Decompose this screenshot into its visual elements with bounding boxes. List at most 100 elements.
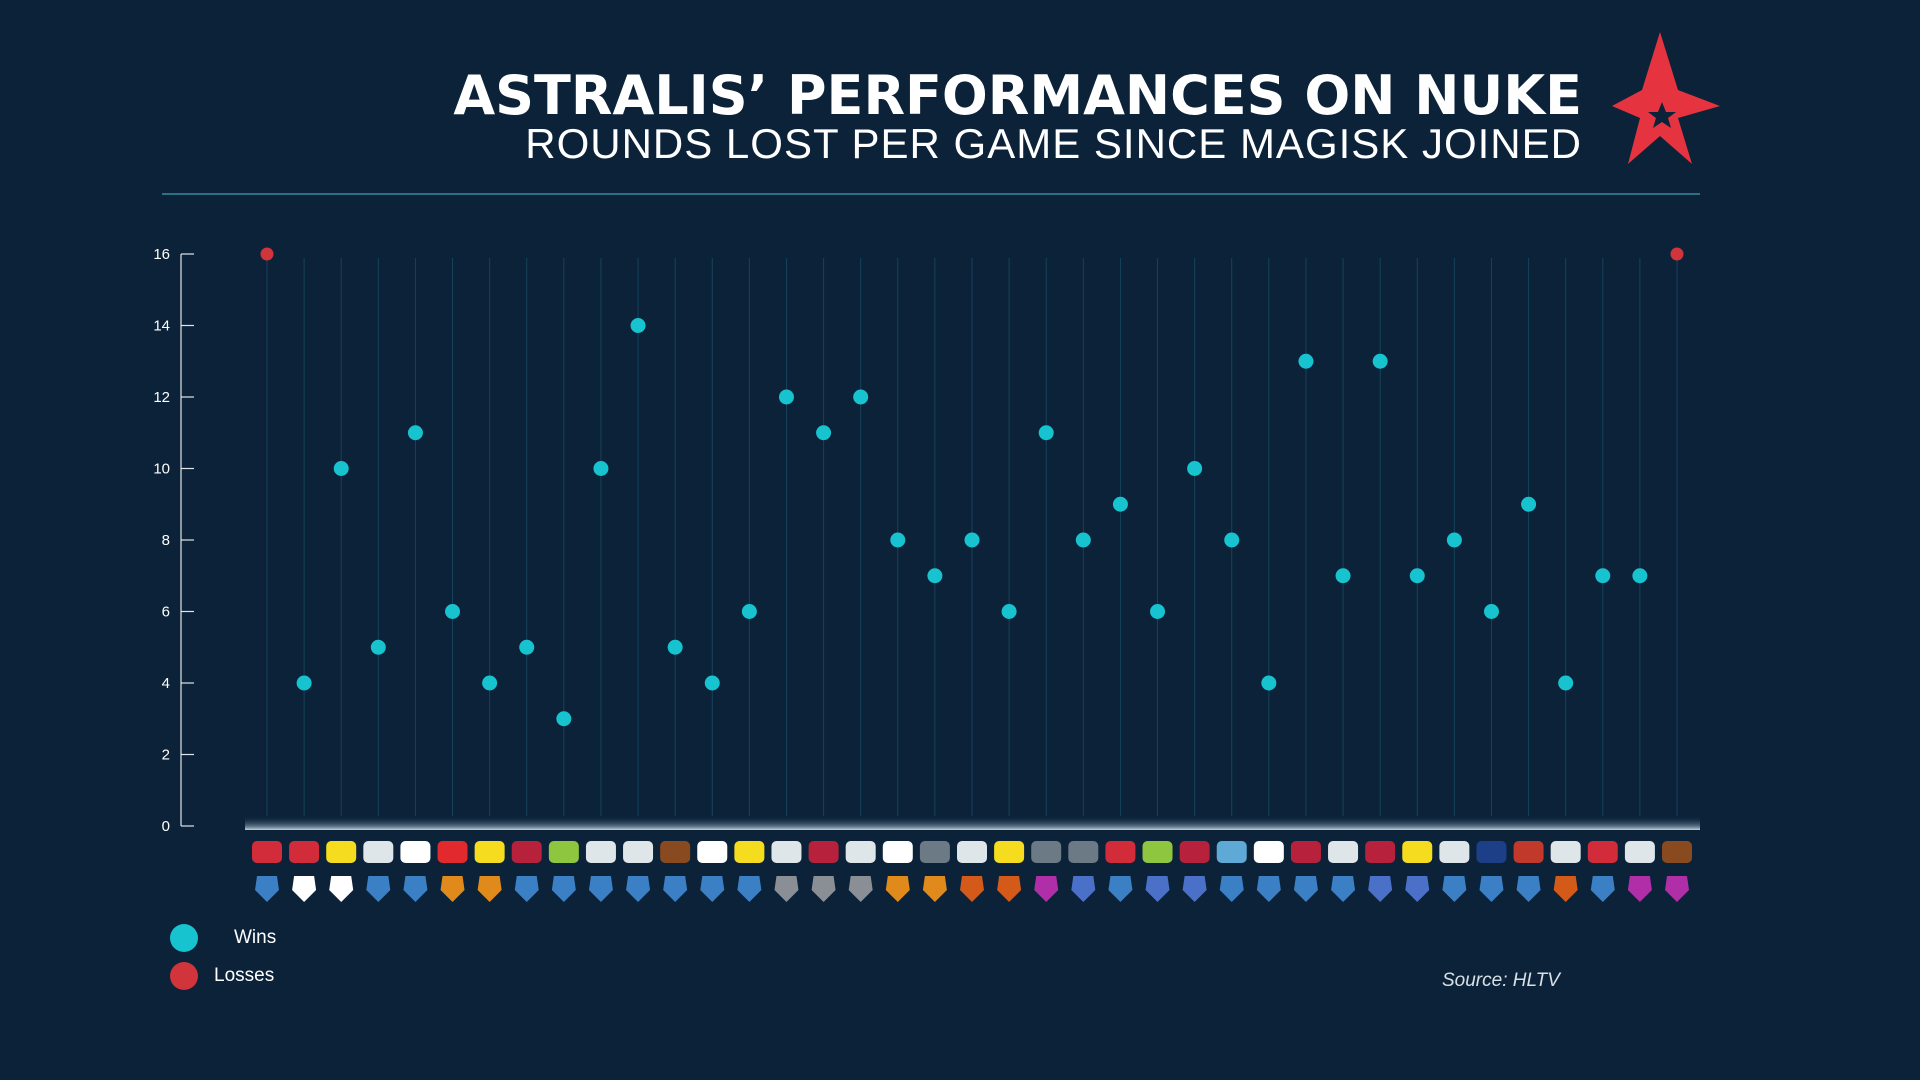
opponent-logo-icon xyxy=(697,841,728,863)
win-point xyxy=(296,675,312,691)
opponent-logo-icon xyxy=(1439,841,1470,863)
event-logo-icon xyxy=(366,876,391,902)
event-logo-icon xyxy=(1108,876,1133,902)
event-logo-icon xyxy=(774,876,799,902)
opponent-logo-icon xyxy=(1179,841,1210,863)
event-logo-icon xyxy=(1368,876,1393,902)
win-point xyxy=(1224,532,1240,548)
legend-wins-marker xyxy=(170,924,198,952)
opponent-logo-icon xyxy=(919,841,950,863)
opponent-logo-icon xyxy=(1662,841,1692,863)
event-logo-icon xyxy=(960,876,984,902)
event-logo-icon xyxy=(1256,876,1281,902)
win-point xyxy=(1483,604,1499,619)
event-logo-icon xyxy=(700,876,725,902)
event-logo-icon xyxy=(477,876,502,902)
source-note: Source: HLTV xyxy=(1442,970,1560,991)
event-logo-icon xyxy=(255,876,279,902)
win-point xyxy=(1001,604,1017,619)
win-point xyxy=(1261,675,1277,691)
legend-losses: Losses xyxy=(170,962,274,990)
event-logo-icon xyxy=(922,876,947,902)
chart-title: ASTRALIS’ PERFORMANCES ON NUKE xyxy=(453,64,1582,127)
astralis-star-shape xyxy=(1612,32,1720,164)
event-logo-icon xyxy=(997,876,1022,902)
win-point xyxy=(1075,532,1091,548)
win-point xyxy=(927,568,943,584)
event-logo-icon xyxy=(663,876,688,902)
event-logo-icon xyxy=(885,876,910,902)
event-logo-icon xyxy=(737,876,762,902)
event-logo-icon xyxy=(1034,876,1059,902)
win-point xyxy=(816,425,832,441)
event-logo-icon xyxy=(551,876,576,902)
data-points xyxy=(260,247,1684,727)
win-point xyxy=(370,639,386,655)
chart-subtitle: ROUNDS LOST PER GAME SINCE MAGISK JOINED xyxy=(525,120,1582,167)
opponent-logo-icon xyxy=(437,841,468,863)
event-logo-icon xyxy=(848,876,873,902)
opponent-logo-icon xyxy=(660,841,691,863)
opponent-logo-icon xyxy=(771,841,802,863)
win-point xyxy=(890,532,906,548)
loss-point xyxy=(260,247,274,261)
opponent-logo-icon xyxy=(289,841,320,863)
opponent-logo-icon xyxy=(957,841,987,863)
y-axis: 0 2 4 6 8 10 12 14 16 xyxy=(153,246,194,835)
win-point xyxy=(704,675,720,691)
opponent-logo-icon xyxy=(1031,841,1062,863)
win-point xyxy=(964,532,980,548)
y-tick-label: 12 xyxy=(153,389,170,406)
opponent-logo-icon xyxy=(511,841,542,863)
opponent-logo-icon xyxy=(1402,841,1433,863)
win-point xyxy=(1595,568,1611,584)
win-point xyxy=(1558,675,1574,691)
opponent-logo-icon xyxy=(845,841,876,863)
y-tick-label: 16 xyxy=(153,246,170,263)
opponent-logo-icon xyxy=(326,841,357,863)
event-logo-icon xyxy=(440,876,465,902)
y-tick-label: 0 xyxy=(162,818,170,835)
win-point xyxy=(1632,568,1648,584)
event-logo-icon xyxy=(588,876,613,902)
opponent-logo-icon xyxy=(734,841,765,863)
event-logo-icon xyxy=(1219,876,1244,902)
event-logo-icon xyxy=(1479,876,1504,902)
opponent-logo-icon xyxy=(623,841,654,863)
event-logo-icon xyxy=(626,876,651,902)
opponent-logo-icon xyxy=(1068,841,1099,863)
win-point xyxy=(1038,425,1054,441)
event-logo-icon xyxy=(292,876,317,902)
legend-losses-marker xyxy=(170,962,198,990)
astralis-star-logo xyxy=(1612,32,1720,164)
y-tick-label: 8 xyxy=(162,532,170,549)
opponent-logo-icon xyxy=(1253,841,1284,863)
legend-wins: Wins xyxy=(170,924,276,952)
opponent-logo-icon xyxy=(1328,841,1359,863)
opponent-logo-icon xyxy=(548,841,579,863)
event-logo-icon xyxy=(1665,876,1689,902)
opponent-logo-icon xyxy=(1550,841,1581,863)
opponent-logo-icon xyxy=(252,841,282,863)
win-point xyxy=(853,389,869,405)
opponent-logo-icon xyxy=(1624,841,1655,863)
event-logo-icon xyxy=(1516,876,1541,902)
win-point xyxy=(667,639,683,655)
opponent-logo-icon xyxy=(1365,841,1396,863)
y-tick-label: 10 xyxy=(153,461,170,478)
event-logo-icon xyxy=(1627,876,1652,902)
opponent-logo-icon xyxy=(1290,841,1321,863)
event-logo-icon xyxy=(403,876,428,902)
y-tick-label: 4 xyxy=(162,675,170,692)
win-point xyxy=(1335,568,1351,584)
win-point xyxy=(1112,496,1128,512)
opponent-logo-icon xyxy=(474,841,505,863)
legend-losses-label: Losses xyxy=(214,965,275,986)
event-logo-icon xyxy=(1182,876,1207,902)
win-point xyxy=(1521,496,1537,512)
grid-lines xyxy=(266,258,1678,816)
win-point xyxy=(1372,353,1388,369)
y-tick-label: 2 xyxy=(162,747,170,764)
event-logo-icon xyxy=(1331,876,1356,902)
